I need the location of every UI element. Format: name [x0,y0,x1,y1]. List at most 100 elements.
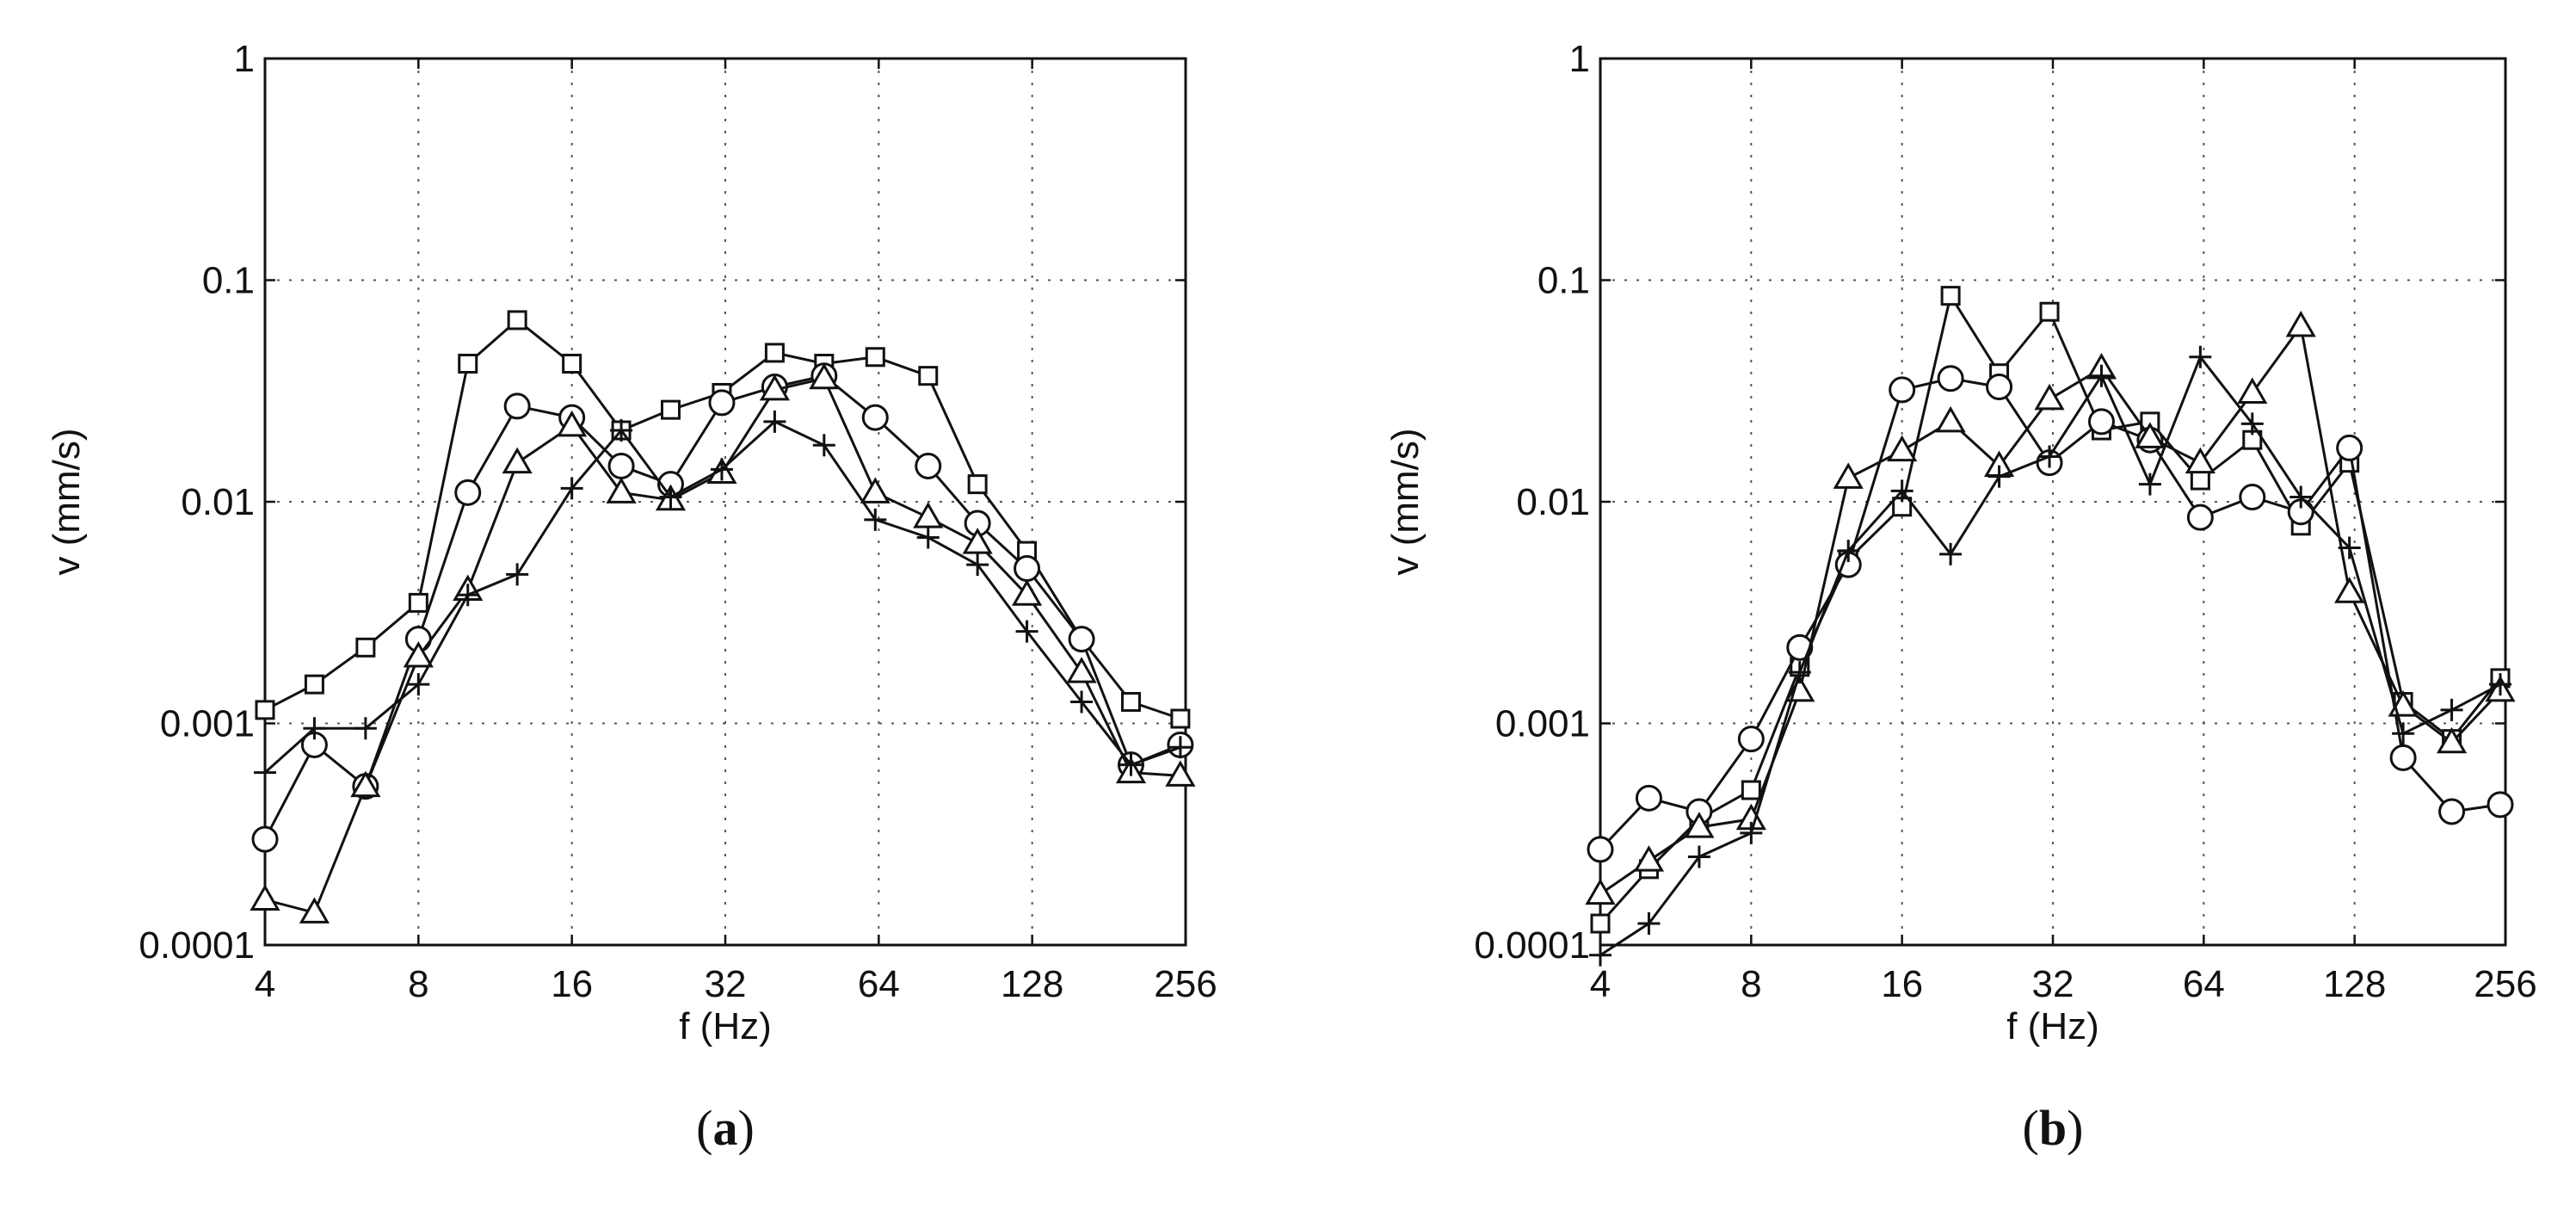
data-point-plus [812,434,835,457]
x-axis-label: f (Hz) [679,1005,772,1047]
y-axis-label: v (mm/s) [46,428,88,575]
x-tick-label: 4 [255,963,275,1005]
data-point-plus [2038,445,2061,468]
y-tick-label: 0.0001 [1474,924,1590,967]
data-point-square [1170,708,1191,729]
data-point-square [2190,470,2210,491]
series-square [1590,286,2511,934]
data-point-circle [1014,555,1041,583]
data-point-triangle [250,884,280,911]
panel-label: (b) [2023,1100,2084,1156]
data-point-plus [659,485,682,509]
data-point-plus [506,563,529,586]
data-point-square [1590,913,1611,934]
data-point-circle [2186,503,2214,531]
data-point-square [918,366,939,386]
data-point-plus [1015,620,1038,643]
data-point-triangle [809,362,840,390]
data-point-circle [1068,626,1095,653]
y-tick-label: 0.0001 [139,924,255,967]
x-tick-label: 8 [1741,963,1761,1005]
data-point-triangle [1887,435,1918,462]
data-point-circle [1786,633,1814,661]
data-point-square [967,474,988,495]
data-point-square [1940,286,1961,306]
data-point-plus [1070,690,1094,714]
panel-label: (a) [696,1100,755,1156]
data-point-circle [2336,434,2363,461]
data-point-triangle [2285,310,2316,337]
y-tick-label: 0.001 [1495,703,1590,745]
x-tick-label: 256 [1154,963,1217,1005]
data-point-circle [1889,376,1916,404]
data-point-triangle [1935,405,1966,433]
data-point-plus [407,673,430,696]
x-tick-label: 64 [2183,963,2225,1005]
data-point-square [355,637,376,658]
data-point-circle [1635,784,1662,812]
y-tick-label: 1 [1569,38,1590,80]
data-point-triangle [299,897,330,924]
data-point-plus [2240,412,2264,436]
y-tick-label: 1 [234,38,255,80]
data-point-plus [2489,673,2511,696]
data-point-circle [1986,373,2013,400]
series-line-circle [263,374,1181,840]
data-point-triangle [1833,462,1864,489]
data-point-plus [560,477,583,500]
data-point-circle [1937,365,1964,392]
data-point-plus [1589,943,1612,967]
data-point-plus [710,458,733,481]
data-point-triangle [1633,845,1665,872]
data-point-plus [916,526,940,549]
data-point-plus [1687,845,1710,868]
data-point-circle [708,389,736,417]
data-point-plus [2189,345,2212,368]
data-point-plus [1890,479,1914,503]
data-point-plus [1987,465,2011,488]
data-point-triangle [350,770,381,798]
data-point-plus [1939,542,1963,565]
data-point-triangle [759,374,791,401]
data-point-square [458,354,478,374]
data-point-plus [2440,698,2463,721]
data-point-circle [1737,726,1765,753]
data-point-circle [503,392,531,420]
data-point-triangle [502,447,533,474]
data-point-square [562,354,582,374]
data-point-plus [254,761,276,784]
data-point-square [1120,692,1141,713]
x-tick-label: 32 [2032,963,2074,1005]
data-point-plus [610,419,633,442]
data-point-circle [2438,798,2466,825]
data-point-triangle [962,528,993,554]
y-tick-label: 0.1 [1538,260,1590,302]
data-point-plus [2392,722,2415,745]
x-tick-label: 128 [1001,963,1063,1005]
data-point-plus [864,508,887,531]
series-triangle [1585,310,2516,905]
data-point-plus [1637,912,1661,936]
y-tick-label: 0.01 [1516,481,1590,523]
data-point-plus [2289,485,2313,509]
data-point-plus [354,717,377,740]
panel-a: 4 8 16 32 64 128 256 0.0001 0.001 0.01 0.1 1 f (Hz) v… [46,38,1217,1156]
x-axis-label: f (Hz) [2006,1005,2099,1047]
data-point-triangle [1585,878,1616,905]
x-tick-label: 16 [551,963,593,1005]
panel-b: 4 8 16 32 64 128 256 0.0001 0.001 0.01 0.1 1 f (Hz) v… [1384,38,2537,1156]
data-point-circle [607,452,635,479]
data-point-circle [251,825,279,853]
data-point-circle [2087,408,2115,436]
data-point-plus [1168,736,1192,759]
x-tick-label: 4 [1590,963,1611,1005]
x-tick-label: 8 [408,963,428,1005]
y-tick-label: 0.001 [160,703,255,745]
series-line-triangle [1599,323,2502,895]
data-point-circle [2389,744,2417,771]
data-point-square [255,700,275,720]
data-point-triangle [913,502,944,528]
x-tick-label: 64 [858,963,900,1005]
data-point-circle [2239,484,2266,511]
